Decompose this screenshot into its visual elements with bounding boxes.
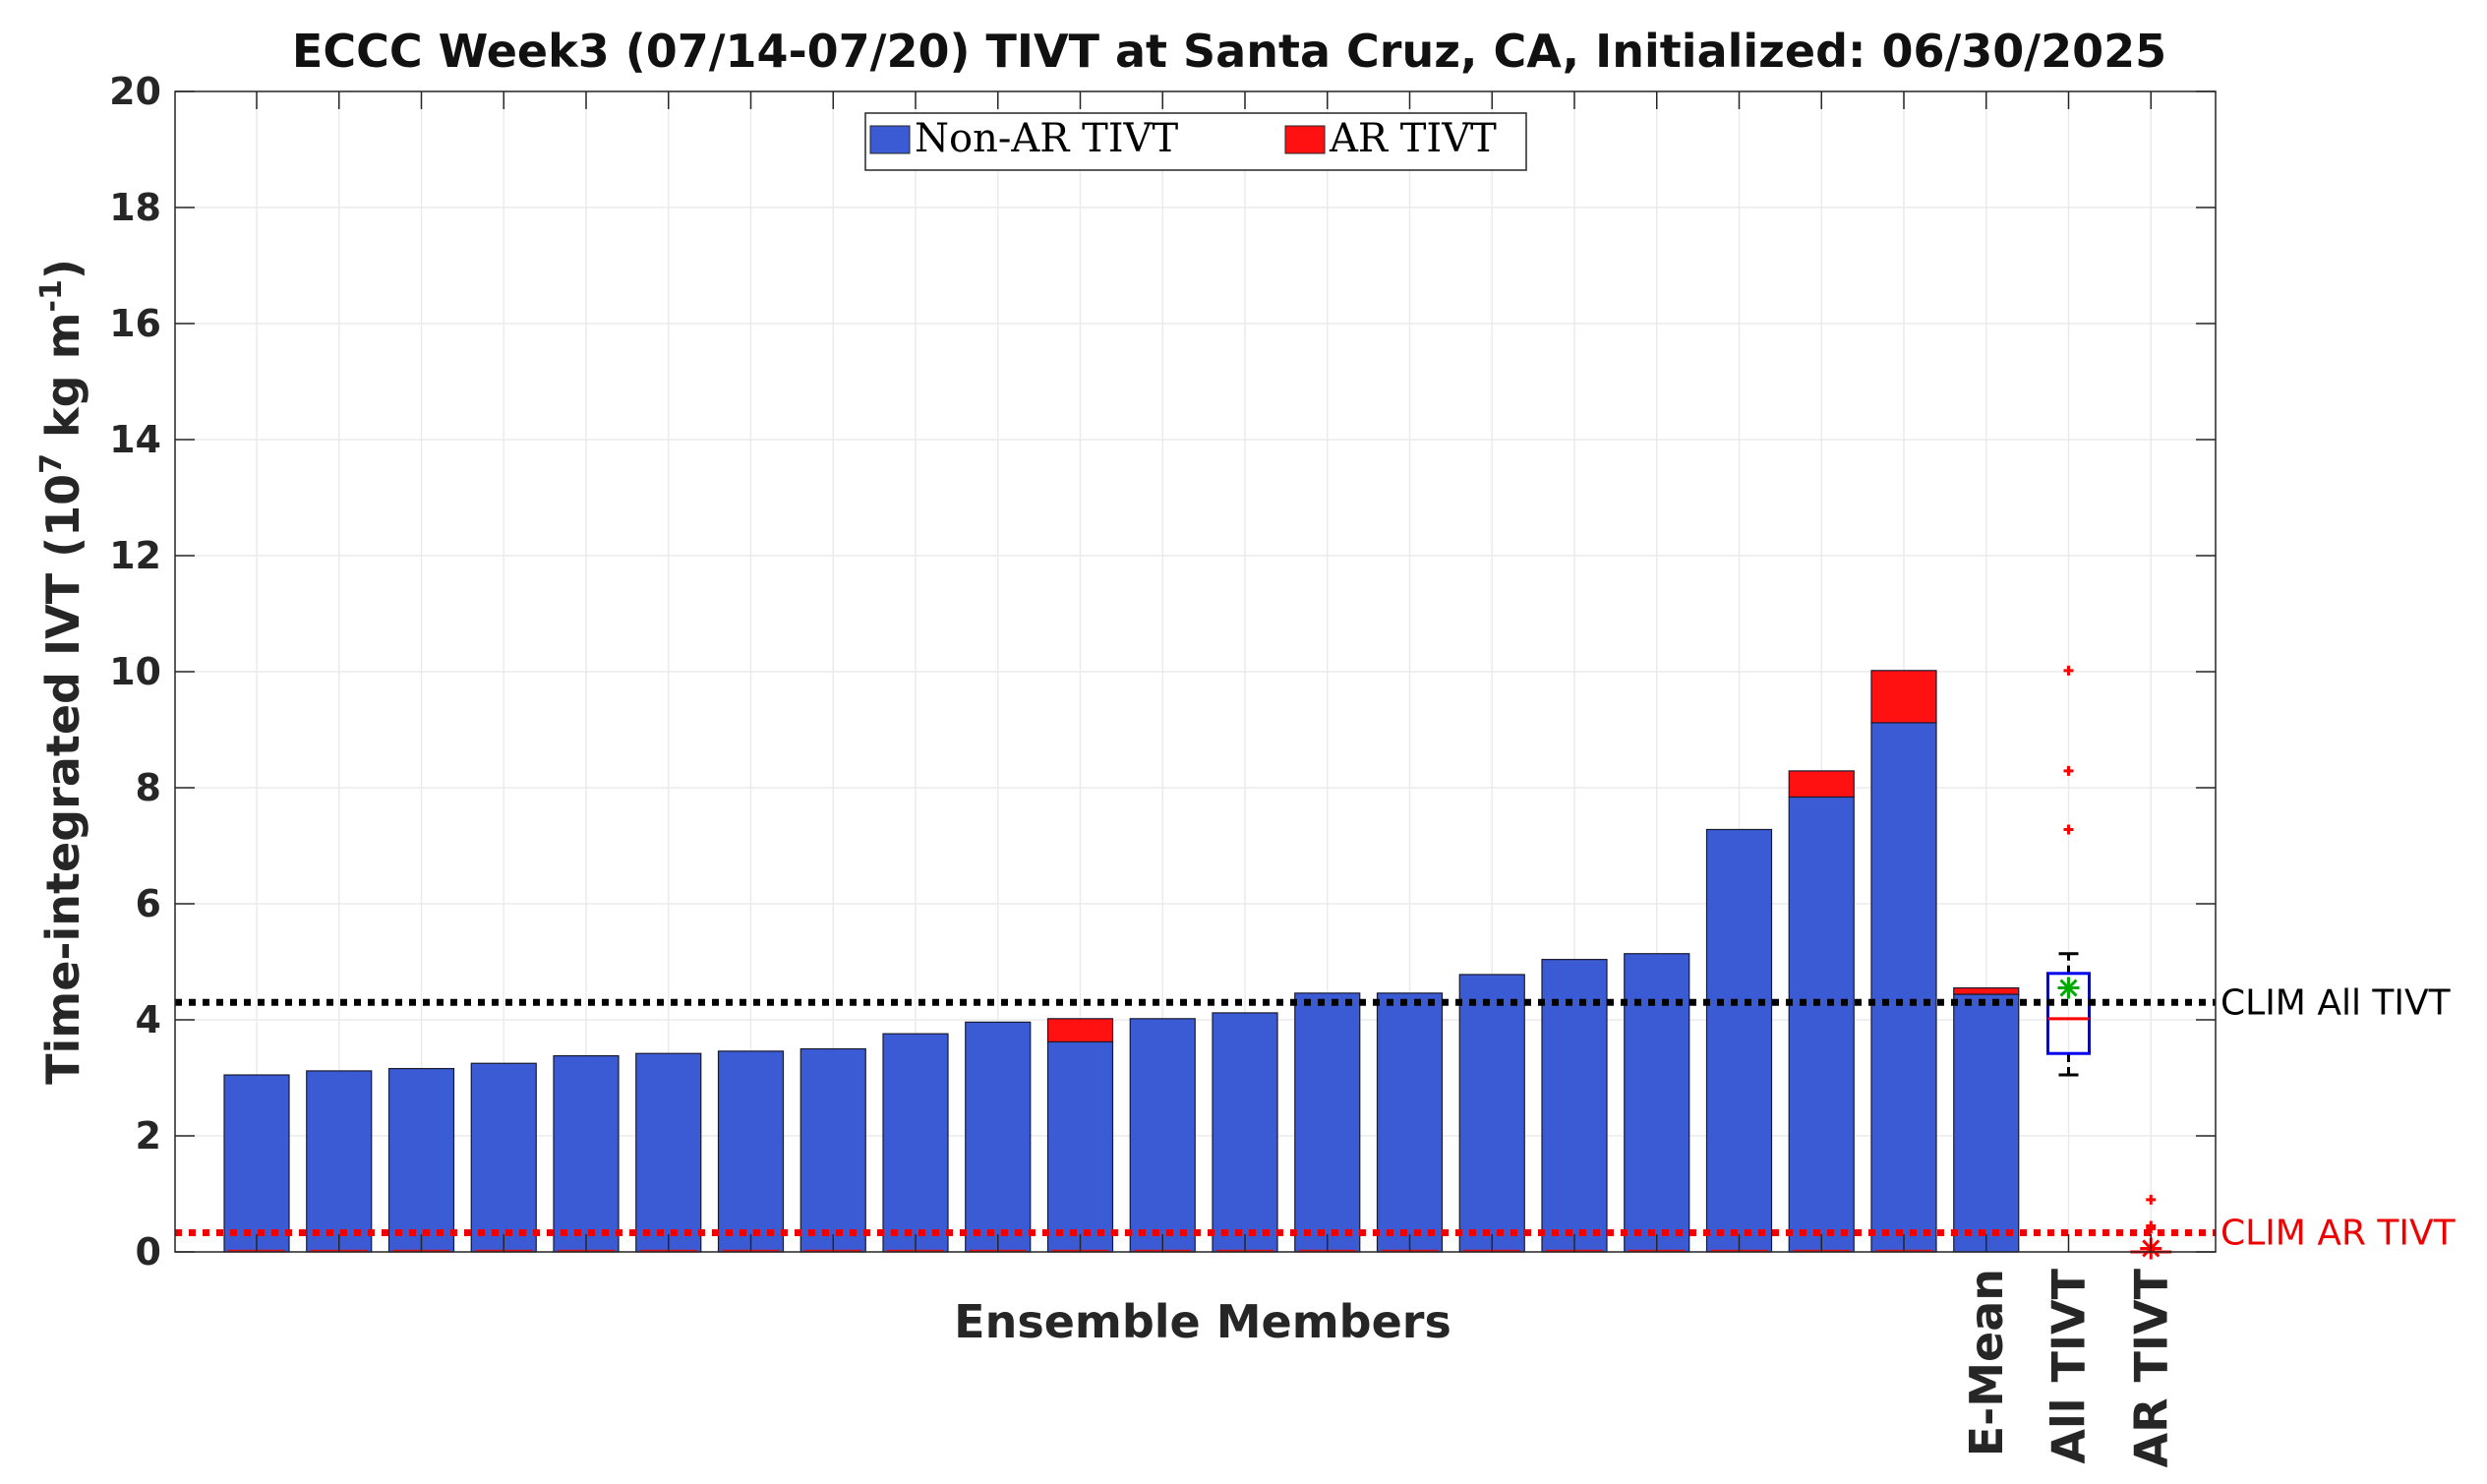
bar-ar xyxy=(1870,670,1937,724)
boxplot-0 xyxy=(2046,665,2091,1077)
bar-non-ar xyxy=(306,1070,373,1253)
y-tick-label: 20 xyxy=(109,70,161,113)
bar-non-ar xyxy=(799,1047,866,1253)
bars-group xyxy=(223,670,2020,1253)
y-tick-label: 2 xyxy=(136,1114,161,1158)
boxplot-outlier xyxy=(2146,1194,2157,1205)
bar-non-ar xyxy=(387,1067,455,1253)
x-axis-label: Ensemble Members xyxy=(954,1295,1451,1348)
bar-non-ar xyxy=(635,1052,702,1253)
bar-non-ar xyxy=(1212,1012,1278,1253)
bar-non-ar xyxy=(1788,796,1855,1253)
category-label-all-tivt: All TIVT xyxy=(2043,1268,2096,1463)
y-tick-label: 0 xyxy=(136,1230,161,1274)
y-tick-label: 10 xyxy=(109,650,161,693)
bar-non-ar xyxy=(1870,722,1937,1253)
bar-non-ar xyxy=(1046,1040,1114,1253)
category-label-emean: E-Mean xyxy=(1960,1269,2013,1456)
boxplot-outlier xyxy=(2063,665,2074,676)
y-tick-label: 8 xyxy=(136,766,161,809)
legend-swatch-ar xyxy=(1284,125,1326,154)
bar-non-ar xyxy=(470,1062,537,1253)
y-tick-label: 6 xyxy=(136,882,161,925)
bar-emean-ar xyxy=(1953,986,2020,995)
y-axis-label: Time-integrated IVT (107 kg m-1) xyxy=(34,259,89,1085)
y-tick-label: 12 xyxy=(109,534,161,577)
y-label-main: Time-integrated IVT (10 xyxy=(36,474,89,1085)
y-label-unit: kg m xyxy=(36,313,89,453)
bar-non-ar xyxy=(1376,992,1444,1253)
bar-ar xyxy=(1788,770,1855,799)
bar-emean-non-ar xyxy=(1953,993,2020,1253)
bar-non-ar xyxy=(1129,1018,1196,1253)
bar-non-ar xyxy=(1294,992,1361,1253)
ref-label-clim-all: CLIM All TIVT xyxy=(2221,982,2452,1023)
boxplot-outlier xyxy=(2063,765,2074,776)
y-tick-label: 4 xyxy=(136,998,161,1041)
legend: Non-AR TIVT AR TIVT xyxy=(864,112,1527,171)
boxplot-box xyxy=(2046,972,2091,1055)
boxplot-outlier xyxy=(2063,824,2074,835)
bar-non-ar xyxy=(1458,974,1525,1253)
bar-non-ar xyxy=(223,1074,290,1253)
y-label-sup1: 7 xyxy=(34,453,69,474)
legend-label-non-ar: Non-AR TIVT xyxy=(915,116,1178,161)
axis-ticks: 0 2 4 6 8 10 12 14 16 18 20 xyxy=(109,70,2216,1274)
bar-non-ar xyxy=(882,1033,949,1253)
bar-non-ar xyxy=(1624,953,1690,1253)
category-label-ar-tivt: AR TIVT xyxy=(2124,1268,2177,1467)
bar-ar xyxy=(1046,1018,1114,1043)
y-label-close: ) xyxy=(36,259,89,279)
ref-label-clim-ar: CLIM AR TIVT xyxy=(2221,1214,2457,1254)
reference-lines-group xyxy=(175,998,2216,1237)
legend-swatch-non-ar xyxy=(869,125,911,154)
bar-non-ar xyxy=(717,1050,785,1253)
legend-box xyxy=(864,112,1527,171)
y-tick-label: 18 xyxy=(109,186,161,229)
bar-non-ar xyxy=(553,1054,620,1253)
bar-non-ar xyxy=(1541,959,1608,1253)
y-label-sup2: -1 xyxy=(34,279,69,312)
legend-label-ar: AR TIVT xyxy=(1329,116,1497,161)
bar-non-ar xyxy=(965,1021,1032,1253)
y-tick-label: 16 xyxy=(109,302,161,345)
chart-title: ECCC Week3 (07/14-07/20) TIVT at Santa C… xyxy=(292,25,2166,78)
y-tick-label: 14 xyxy=(109,418,161,461)
boxplot-mean-marker xyxy=(2057,977,2080,999)
boxplots-group xyxy=(2046,665,2172,1260)
bar-non-ar xyxy=(1705,828,1773,1253)
boxplot-outlier xyxy=(2146,1220,2157,1231)
